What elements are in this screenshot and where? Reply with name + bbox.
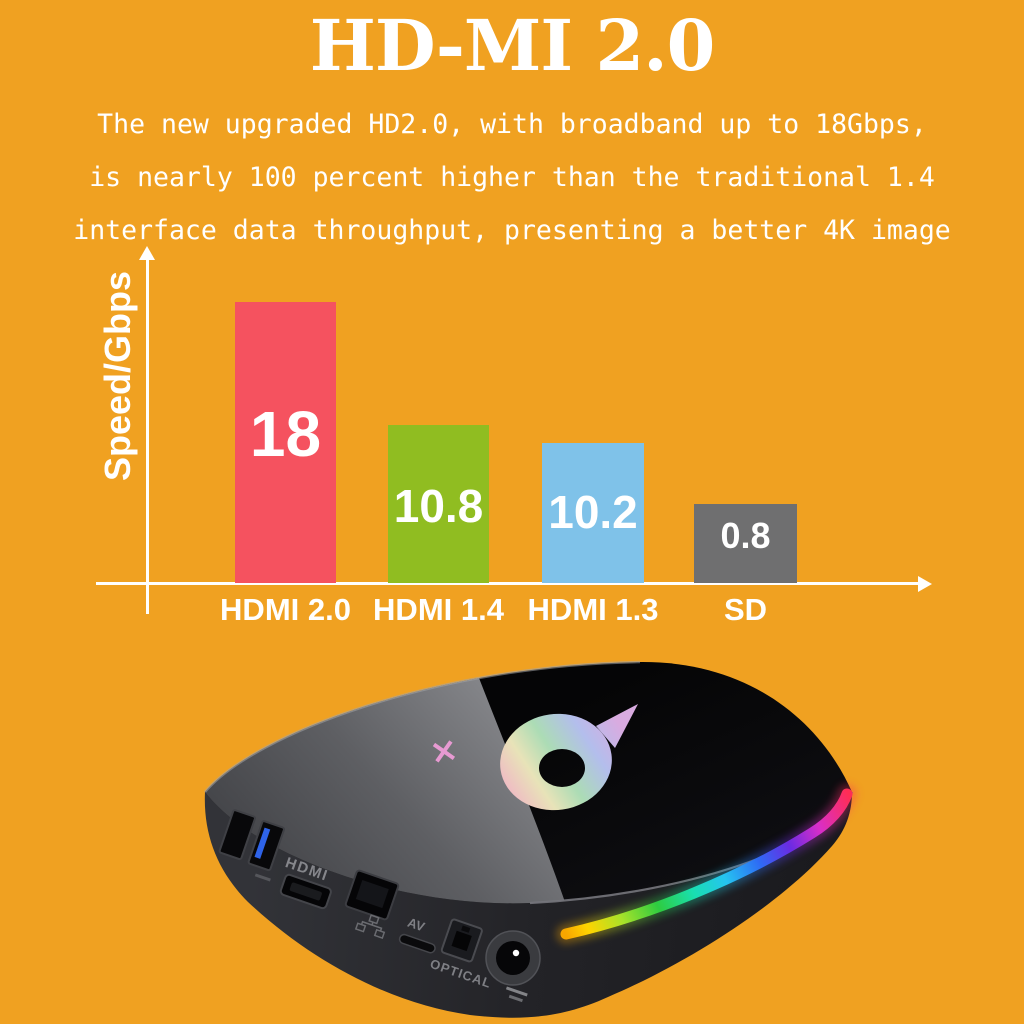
description-line: The new upgraded HD2.0, with broadband u… <box>97 109 927 140</box>
av-port-icon <box>398 933 436 954</box>
description-line: is nearly 100 percent higher than the tr… <box>89 162 935 193</box>
bar-sd: 0.8 <box>694 504 797 583</box>
network-icon <box>354 914 386 940</box>
category-label: HDMI 1.4 <box>373 592 504 627</box>
av-port-label: AV <box>406 915 427 935</box>
y-axis-line <box>146 258 149 614</box>
description-text: The new upgraded HD2.0, with broadband u… <box>0 98 1024 257</box>
usb3-blue-tab <box>254 827 271 859</box>
x-axis-line <box>96 582 918 585</box>
category-label: HDMI 2.0 <box>220 592 351 627</box>
hdmi-port-inner <box>289 882 322 901</box>
page-title: HD-MI 2.0 <box>309 4 716 87</box>
optical-port-inner <box>451 930 472 952</box>
usb-mark <box>254 873 271 882</box>
optical-port-tab <box>461 925 471 933</box>
q-logo-arrow-tip <box>596 704 638 748</box>
y-axis-arrow-icon <box>139 246 155 260</box>
ethernet-port-inner <box>355 880 389 909</box>
bar-hdmi13: 10.2 <box>542 443 644 583</box>
dc-jack-mark <box>508 994 523 1003</box>
logo-x-mark: × <box>426 729 461 773</box>
device-edge-highlight <box>204 660 641 793</box>
description-line: interface data throughput, presenting a … <box>73 215 951 246</box>
dc-jack-pin-highlight <box>512 949 520 957</box>
bar-hdmi20: 18 <box>235 302 336 583</box>
category-label: HDMI 1.3 <box>527 592 659 627</box>
bar-value: 18 <box>249 398 322 470</box>
bar-value: 0.8 <box>720 515 771 556</box>
dc-jack-hole <box>496 941 530 975</box>
dc-jack-mark <box>505 986 528 997</box>
category-label: SD <box>723 592 768 627</box>
usb-port-icon <box>218 809 256 861</box>
led-strip <box>560 788 853 940</box>
x-axis-arrow-icon <box>918 576 932 592</box>
bar-hdmi14: 10.8 <box>388 425 489 583</box>
bar-value: 10.2 <box>548 486 638 538</box>
bar-value: 10.8 <box>393 480 484 532</box>
